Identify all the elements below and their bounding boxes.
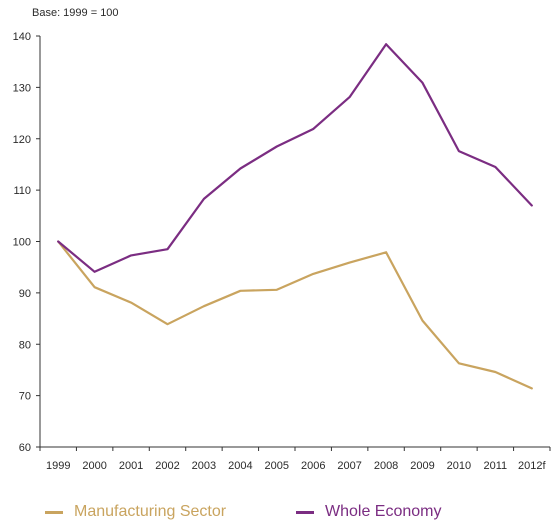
y-tick-label: 100 [13,237,31,249]
series-line-manufacturing [57,240,533,390]
plot-area: 60 70 80 90 100 110 120 130 140 1999 2000 2001 2002 2… [13,31,551,472]
y-tick-label: 90 [19,288,31,300]
x-tick-label: 2002 [155,460,179,472]
series-line-whole-economy [57,43,533,273]
y-tick-label: 130 [13,82,31,94]
y-tick-label: 60 [19,442,31,454]
x-tick-label: 2006 [301,460,325,472]
legend-label-manufacturing: Manufacturing Sector [74,503,227,520]
x-tick-label: 1999 [46,460,70,472]
x-tick-label: 2005 [265,460,289,472]
legend-item-manufacturing: Manufacturing Sector [45,503,226,521]
x-tick-label: 2007 [337,460,361,472]
x-tick-label: 2000 [82,460,106,472]
x-tick-label: 2011 [484,460,508,472]
y-tick-label: 80 [19,339,31,351]
y-tick-label: 120 [13,134,31,146]
legend-swatch-manufacturing [45,510,63,514]
y-tick-label: 110 [13,185,31,197]
legend: Manufacturing Sector Whole Economy [0,503,553,527]
legend-swatch-whole-economy [296,510,314,514]
x-tick-label: 2010 [447,460,471,472]
legend-label-whole-economy: Whole Economy [325,503,442,520]
x-tick-label: 2009 [410,460,434,472]
x-tick-label: 2012f [518,460,546,472]
x-tick-label: 2003 [192,460,216,472]
x-tick-label: 2001 [119,460,143,472]
x-tick-label: 2008 [374,460,398,472]
x-tick-label: 2004 [228,460,252,472]
y-tick-label: 70 [19,391,31,403]
y-tick-label: 140 [13,31,31,43]
chart-subtitle: Base: 1999 = 100 [32,7,119,19]
legend-item-whole-economy: Whole Economy [296,503,442,521]
